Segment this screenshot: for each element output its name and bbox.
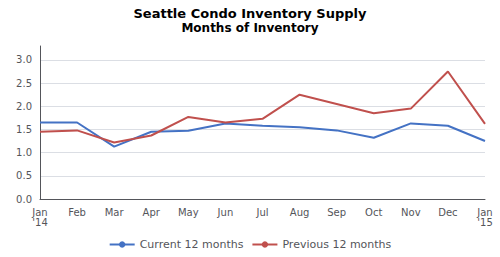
svg-text:'14: '14: [32, 217, 47, 228]
svg-text:Feb: Feb: [68, 207, 86, 218]
svg-text:Dec: Dec: [438, 207, 457, 218]
svg-text:Seattle Condo Inventory Supply: Seattle Condo Inventory Supply: [133, 6, 367, 21]
svg-text:3.0: 3.0: [16, 54, 32, 65]
svg-text:'15: '15: [477, 217, 492, 228]
svg-text:Jun: Jun: [217, 207, 234, 218]
svg-text:Oct: Oct: [365, 207, 382, 218]
svg-text:Current 12 months: Current 12 months: [140, 238, 244, 251]
svg-text:Jul: Jul: [255, 207, 268, 218]
svg-text:Jan: Jan: [32, 206, 48, 218]
svg-text:Jan: Jan: [477, 206, 493, 218]
svg-text:Previous 12 months: Previous 12 months: [282, 238, 391, 251]
svg-text:2.5: 2.5: [16, 78, 32, 89]
svg-text:2.0: 2.0: [16, 101, 32, 112]
svg-text:0.5: 0.5: [16, 170, 32, 181]
svg-text:1.5: 1.5: [16, 124, 32, 135]
svg-text:May: May: [178, 207, 199, 218]
svg-text:Mar: Mar: [105, 207, 125, 218]
svg-text:0.0: 0.0: [16, 194, 32, 205]
svg-text:Sep: Sep: [327, 207, 346, 218]
svg-text:Aug: Aug: [290, 207, 310, 218]
svg-text:1.0: 1.0: [16, 147, 32, 158]
svg-text:Nov: Nov: [401, 207, 421, 218]
svg-text:Months of Inventory: Months of Inventory: [181, 21, 318, 35]
svg-text:Apr: Apr: [143, 207, 161, 218]
